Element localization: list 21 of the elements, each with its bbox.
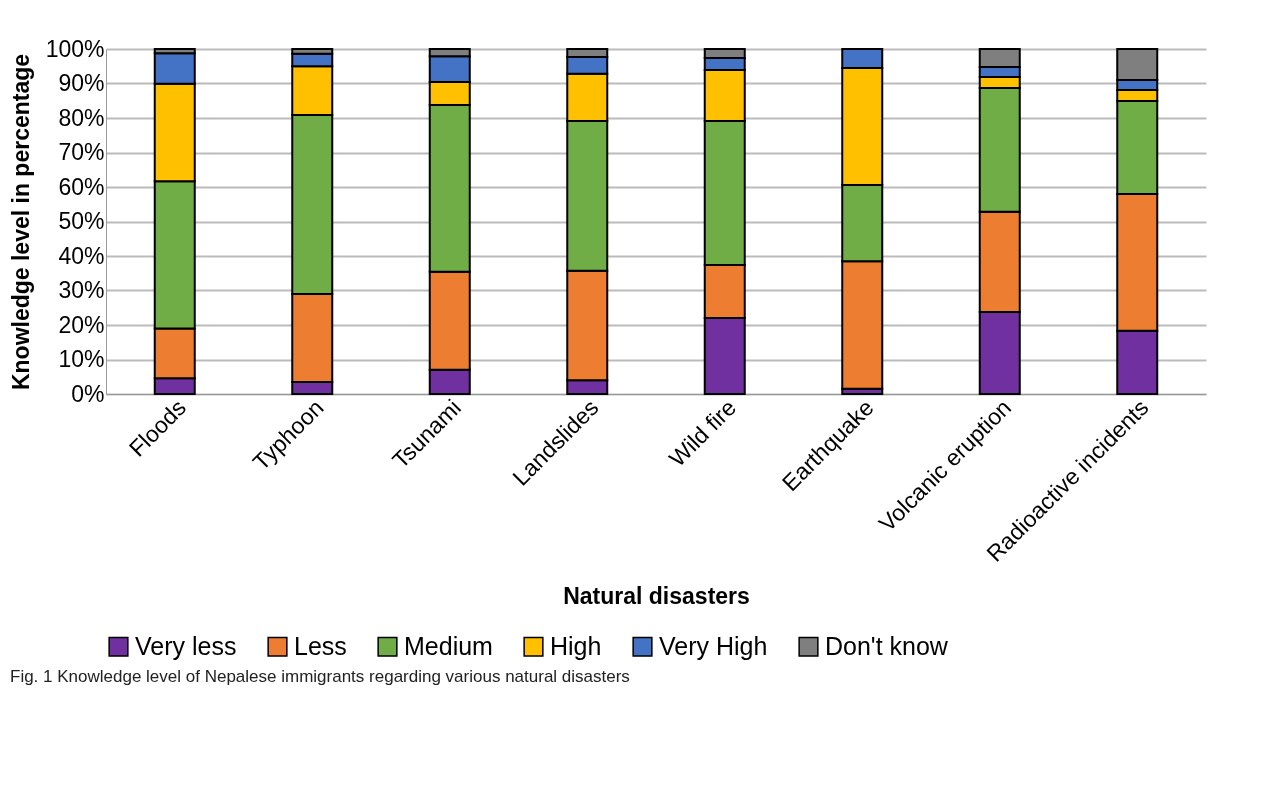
y-axis-title: Knowledge level in percentage bbox=[7, 53, 34, 391]
y-tick-label: 10% bbox=[58, 346, 105, 372]
y-tick-label: 70% bbox=[58, 139, 105, 165]
caption: Fig. 1 Knowledge level of Nepalese immigrants regarding various natural disasters bbox=[10, 667, 631, 687]
legend-label: Very High bbox=[659, 631, 768, 660]
y-tick-label: 100% bbox=[45, 35, 105, 62]
y-tick-label: 40% bbox=[58, 242, 105, 269]
x-axis-title: Natural disasters bbox=[563, 583, 750, 610]
y-tick-label: 50% bbox=[58, 208, 105, 234]
legend-label: Don't know bbox=[825, 631, 949, 660]
y-tick-label: 80% bbox=[58, 104, 105, 131]
legend-label: Medium bbox=[404, 631, 493, 660]
legend-label: High bbox=[550, 631, 602, 660]
legend-label: Very less bbox=[135, 631, 237, 660]
y-tick-label: 60% bbox=[58, 173, 105, 200]
legend-label: Less bbox=[294, 631, 347, 660]
y-tick-label: 20% bbox=[58, 311, 105, 338]
y-tick-label: 30% bbox=[58, 277, 105, 303]
y-tick-label: 0% bbox=[71, 380, 105, 407]
x-tick-label: Wild fire bbox=[663, 394, 742, 472]
y-tick-label: 90% bbox=[58, 70, 105, 96]
